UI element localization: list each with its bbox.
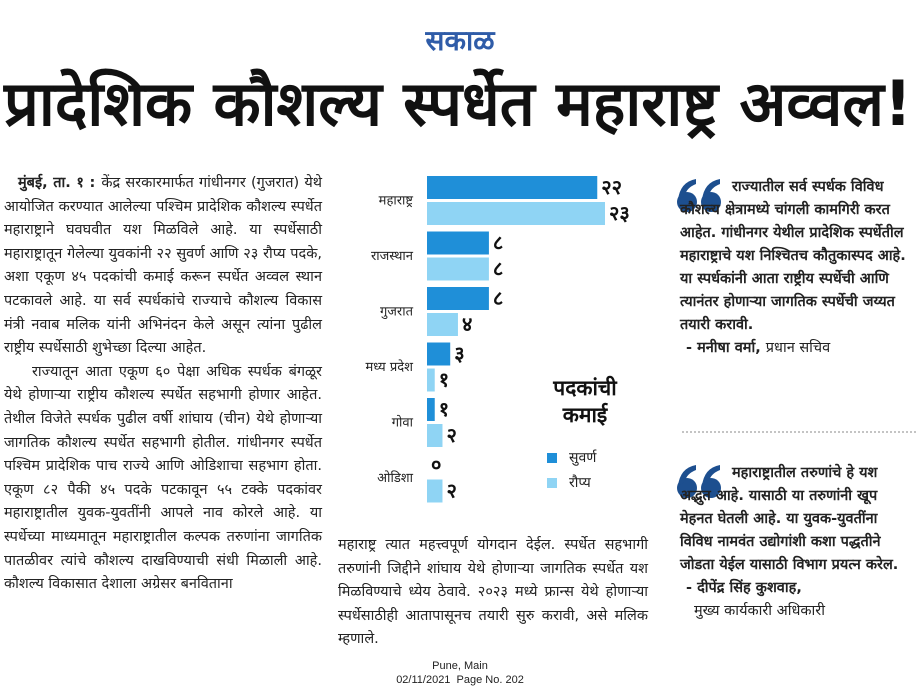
divider [682, 431, 916, 433]
category-label: गोवा [392, 415, 414, 431]
dateline: मुंबई, ता. १ : [18, 175, 96, 191]
category-label: महाराष्ट्र [379, 194, 414, 209]
legend-swatch [547, 453, 557, 463]
footer-date: 02/11/2021 Page No. 202 [396, 674, 524, 686]
category-label: मध्य प्रदेश [366, 359, 415, 375]
header: सकाळ प्रादेशिक कौशल्य स्पर्धेत महाराष्ट्… [3, 24, 912, 140]
legend-title: पदकांची कमाई [553, 376, 617, 427]
bar [427, 313, 458, 336]
bar [427, 479, 443, 503]
quote: महाराष्ट्रातील तरुणांचे हे यश अद्भुत आहे… [680, 462, 912, 623]
quote-attribution: - मनीषा वर्मा, प्रधान सचिव [686, 337, 912, 360]
legend-label: सुवर्ण [569, 449, 597, 466]
article-column: मुंबई, ता. १ : केंद्र सरकारमार्फत गांधीनग… [4, 172, 322, 597]
quote-role: मुख्य कार्यकारी अधिकारी [694, 603, 825, 619]
value-label: १ [439, 397, 449, 421]
bar [427, 342, 451, 366]
legend-label: रौप्य [569, 474, 592, 491]
category-label: ओडिशा [377, 470, 413, 486]
quote-author: - मनीषा वर्मा, [686, 340, 761, 356]
value-label: २३ [609, 201, 630, 225]
paragraph: राज्यातून आता एकूण ६० पेक्षा अधिक स्पर्ध… [4, 363, 322, 593]
quote-mark [677, 179, 721, 212]
headline: प्रादेशिक कौशल्य स्पर्धेत महाराष्ट्र अव्… [3, 67, 912, 140]
value-label: ८ [493, 286, 503, 310]
paragraph: महाराष्ट्र त्यात महत्त्वपूर्ण योगदान देई… [338, 537, 648, 648]
paragraph: मुंबई, ता. १ : केंद्र सरकारमार्फत गांधीनग… [4, 172, 322, 361]
quote-text: राज्यातील सर्व स्पर्धक विविध कौशल्य क्षे… [680, 179, 906, 333]
category-label: राजस्थान [371, 249, 414, 264]
value-label: २२ [601, 175, 622, 199]
quote-mark [677, 465, 721, 498]
article-continuation: महाराष्ट्र त्यात महत्त्वपूर्ण योगदान देई… [338, 534, 648, 652]
bar [427, 176, 598, 199]
value-label: १ [439, 368, 449, 392]
bar [427, 398, 435, 421]
footer-edition: Pune, Main [432, 660, 488, 672]
quote: राज्यातील सर्व स्पर्धक विविध कौशल्य क्षे… [680, 176, 912, 360]
paragraph-text: केंद्र सरकारमार्फत गांधीनगर (गुजरात) येथ… [4, 175, 323, 357]
bar [427, 368, 435, 392]
bar [427, 202, 605, 225]
value-label: ८ [493, 231, 503, 255]
bar [427, 424, 443, 447]
value-label: ३ [454, 342, 464, 366]
quote-author: - दीपेंद्र सिंह कुशवाह, [686, 580, 802, 596]
legend-swatch [547, 478, 557, 488]
value-label: ० [431, 453, 441, 477]
value-label: ४ [462, 312, 472, 336]
value-label: २ [446, 479, 456, 503]
bar [427, 231, 489, 255]
bar [427, 287, 489, 310]
category-label: गुजरात [380, 305, 414, 320]
value-label: २ [446, 423, 456, 447]
masthead: सकाळ [425, 24, 497, 57]
value-label: ८ [493, 257, 503, 281]
bar [427, 257, 489, 281]
quote-role: प्रधान सचिव [765, 340, 831, 356]
quote-text: महाराष्ट्रातील तरुणांचे हे यश अद्भुत आहे… [680, 465, 899, 573]
quote-attribution: - दीपेंद्र सिंह कुशवाह, मुख्य कार्यकारी अ… [686, 577, 912, 623]
